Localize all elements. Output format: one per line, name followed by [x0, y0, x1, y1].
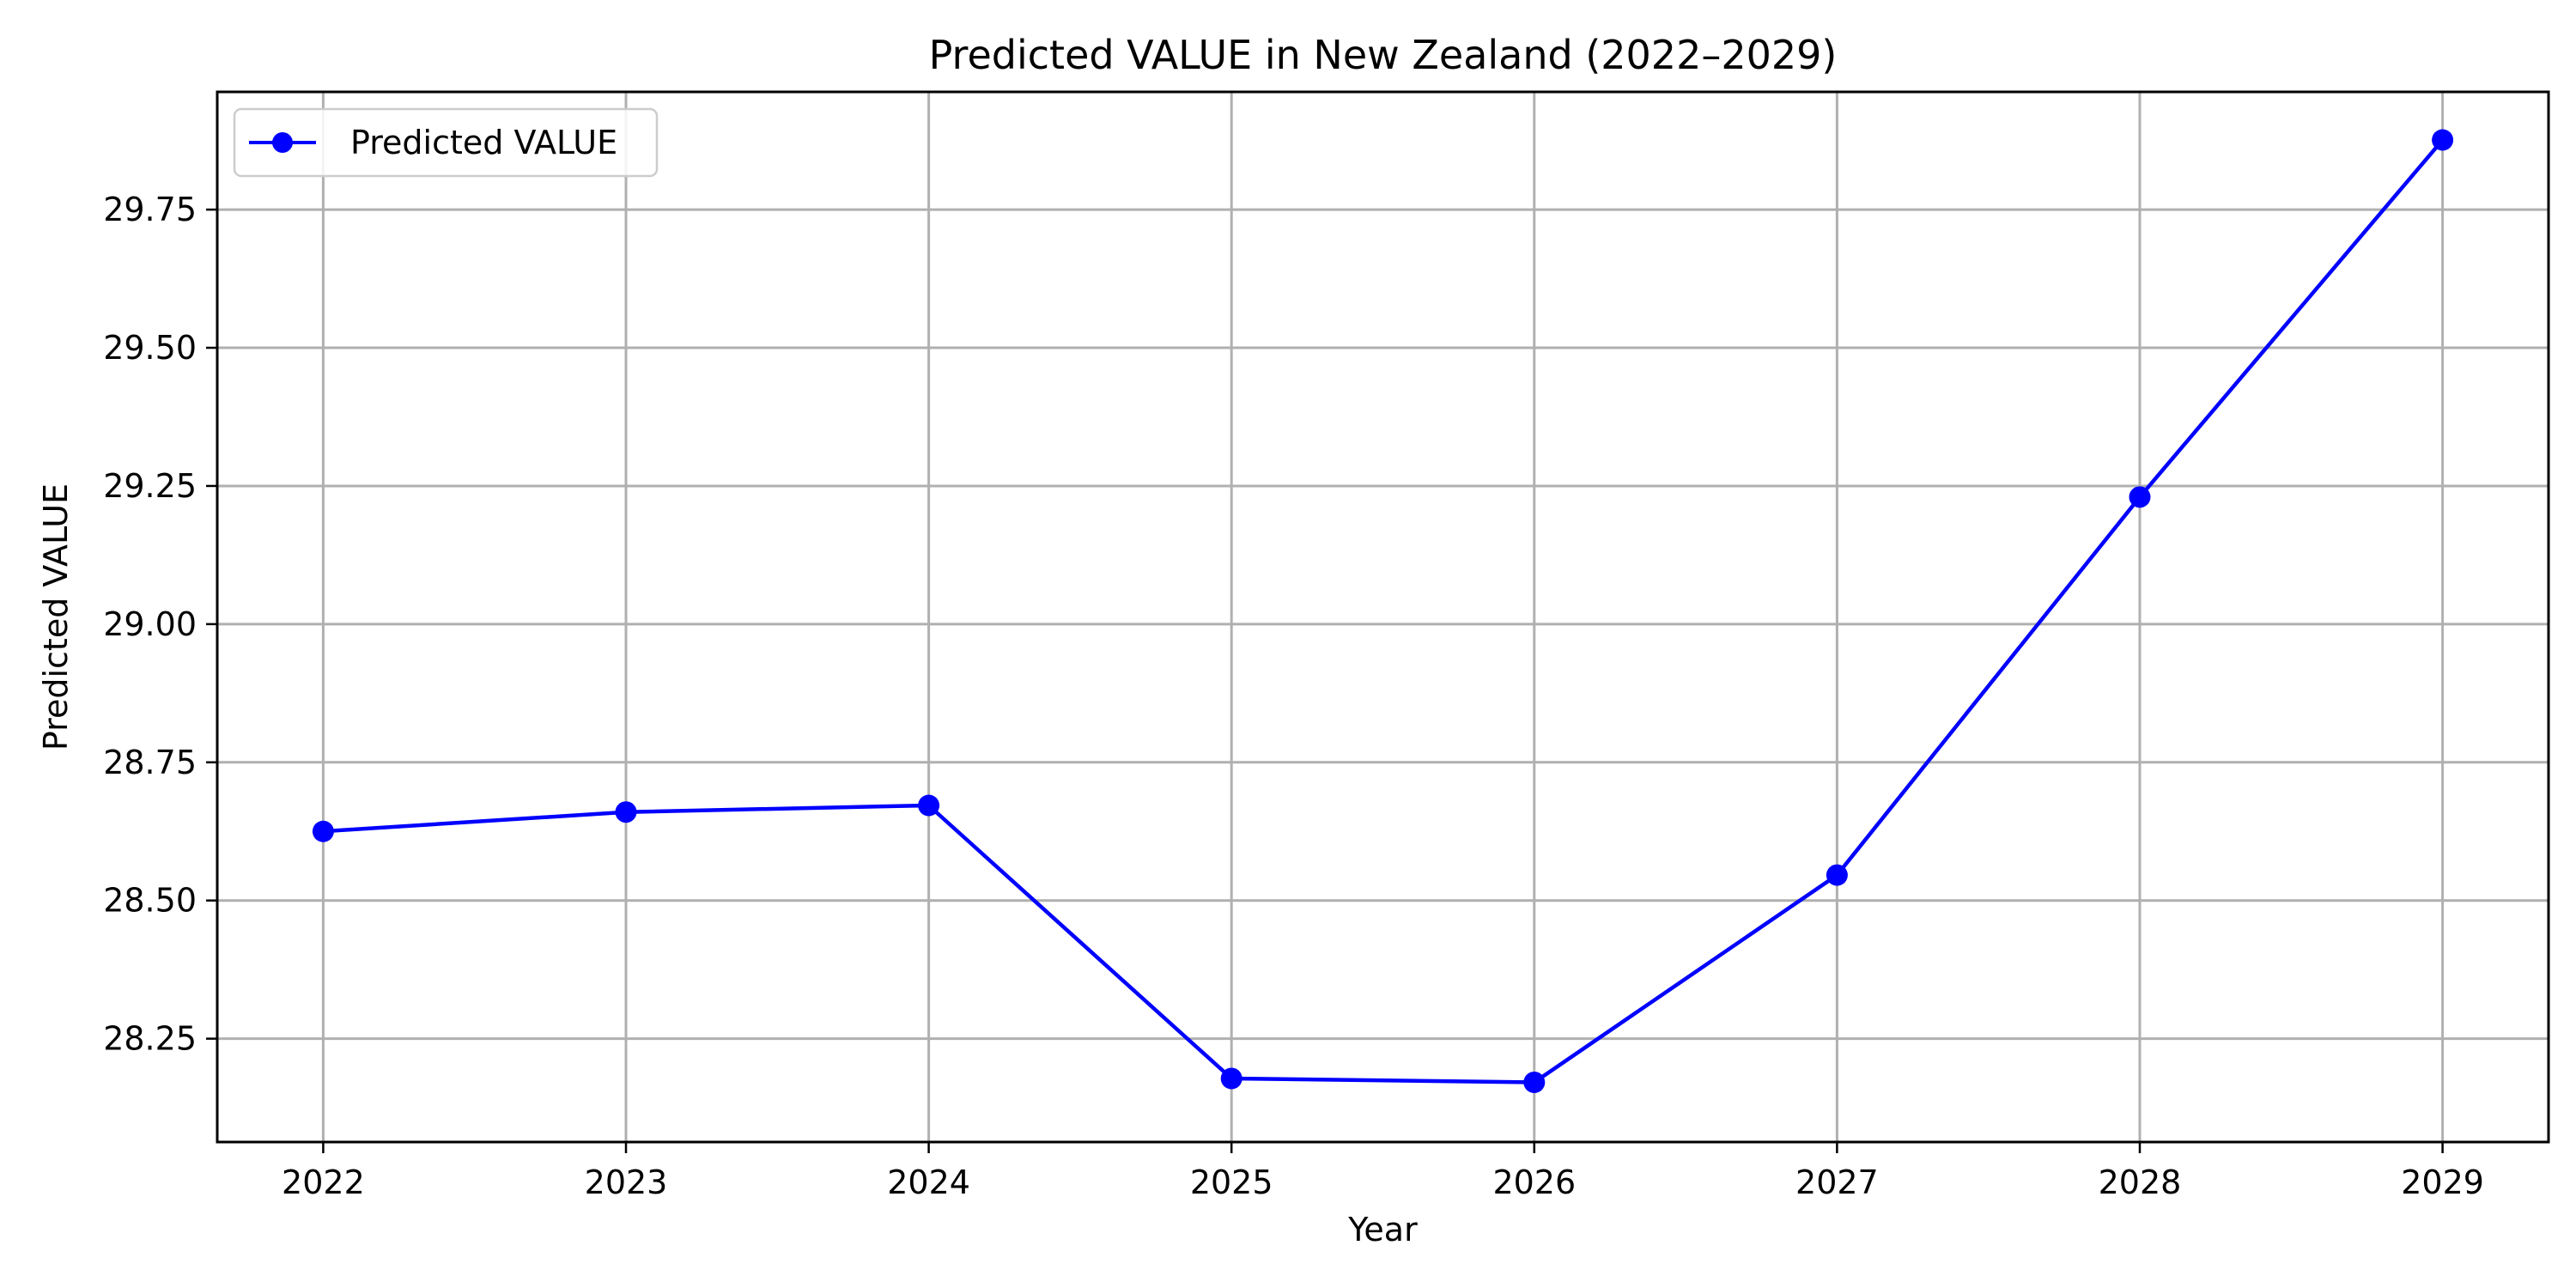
- x-tick-label: 2027: [1795, 1163, 1879, 1201]
- data-point: [2432, 129, 2454, 151]
- series-layer: [312, 129, 2454, 1093]
- data-point: [312, 820, 334, 842]
- y-tick-label: 29.50: [103, 329, 197, 367]
- y-tick-label: 29.00: [103, 605, 197, 643]
- y-tick-label: 28.75: [103, 744, 197, 781]
- legend: Predicted VALUE: [233, 107, 659, 178]
- grid: [217, 92, 2549, 1142]
- y-tick-label: 29.25: [103, 467, 197, 505]
- ticks: 2022 2023 2024 2025 2026 2027 2028 2029 28.25 28.…: [103, 191, 2484, 1201]
- data-point: [1523, 1071, 1546, 1093]
- series-line: [323, 138, 2445, 1084]
- x-tick-label: 2028: [2099, 1163, 2182, 1201]
- chart-title: Predicted VALUE in New Zealand (2022–202…: [929, 32, 1838, 78]
- y-tick-label: 29.75: [103, 191, 197, 228]
- plot-frame: [216, 90, 2550, 1144]
- y-axis-label: Predicted VALUE: [37, 483, 75, 750]
- y-tick-label: 28.50: [103, 882, 197, 920]
- legend-marker: [272, 132, 293, 153]
- x-tick-label: 2026: [1492, 1163, 1576, 1201]
- x-tick-label: 2024: [887, 1163, 970, 1201]
- x-axis-label: Year: [1347, 1211, 1418, 1249]
- data-point: [2129, 486, 2151, 508]
- data-point: [1826, 864, 1848, 886]
- x-tick-label: 2029: [2401, 1163, 2484, 1201]
- legend-label: Predicted VALUE: [350, 124, 617, 161]
- legend-box: [233, 107, 659, 178]
- x-tick-label: 2023: [585, 1163, 668, 1201]
- data-point: [1220, 1067, 1242, 1090]
- x-tick-label: 2022: [282, 1163, 365, 1201]
- x-tick-label: 2025: [1190, 1163, 1273, 1201]
- data-point: [918, 794, 940, 817]
- data-point: [615, 801, 637, 823]
- y-tick-label: 28.25: [103, 1020, 197, 1058]
